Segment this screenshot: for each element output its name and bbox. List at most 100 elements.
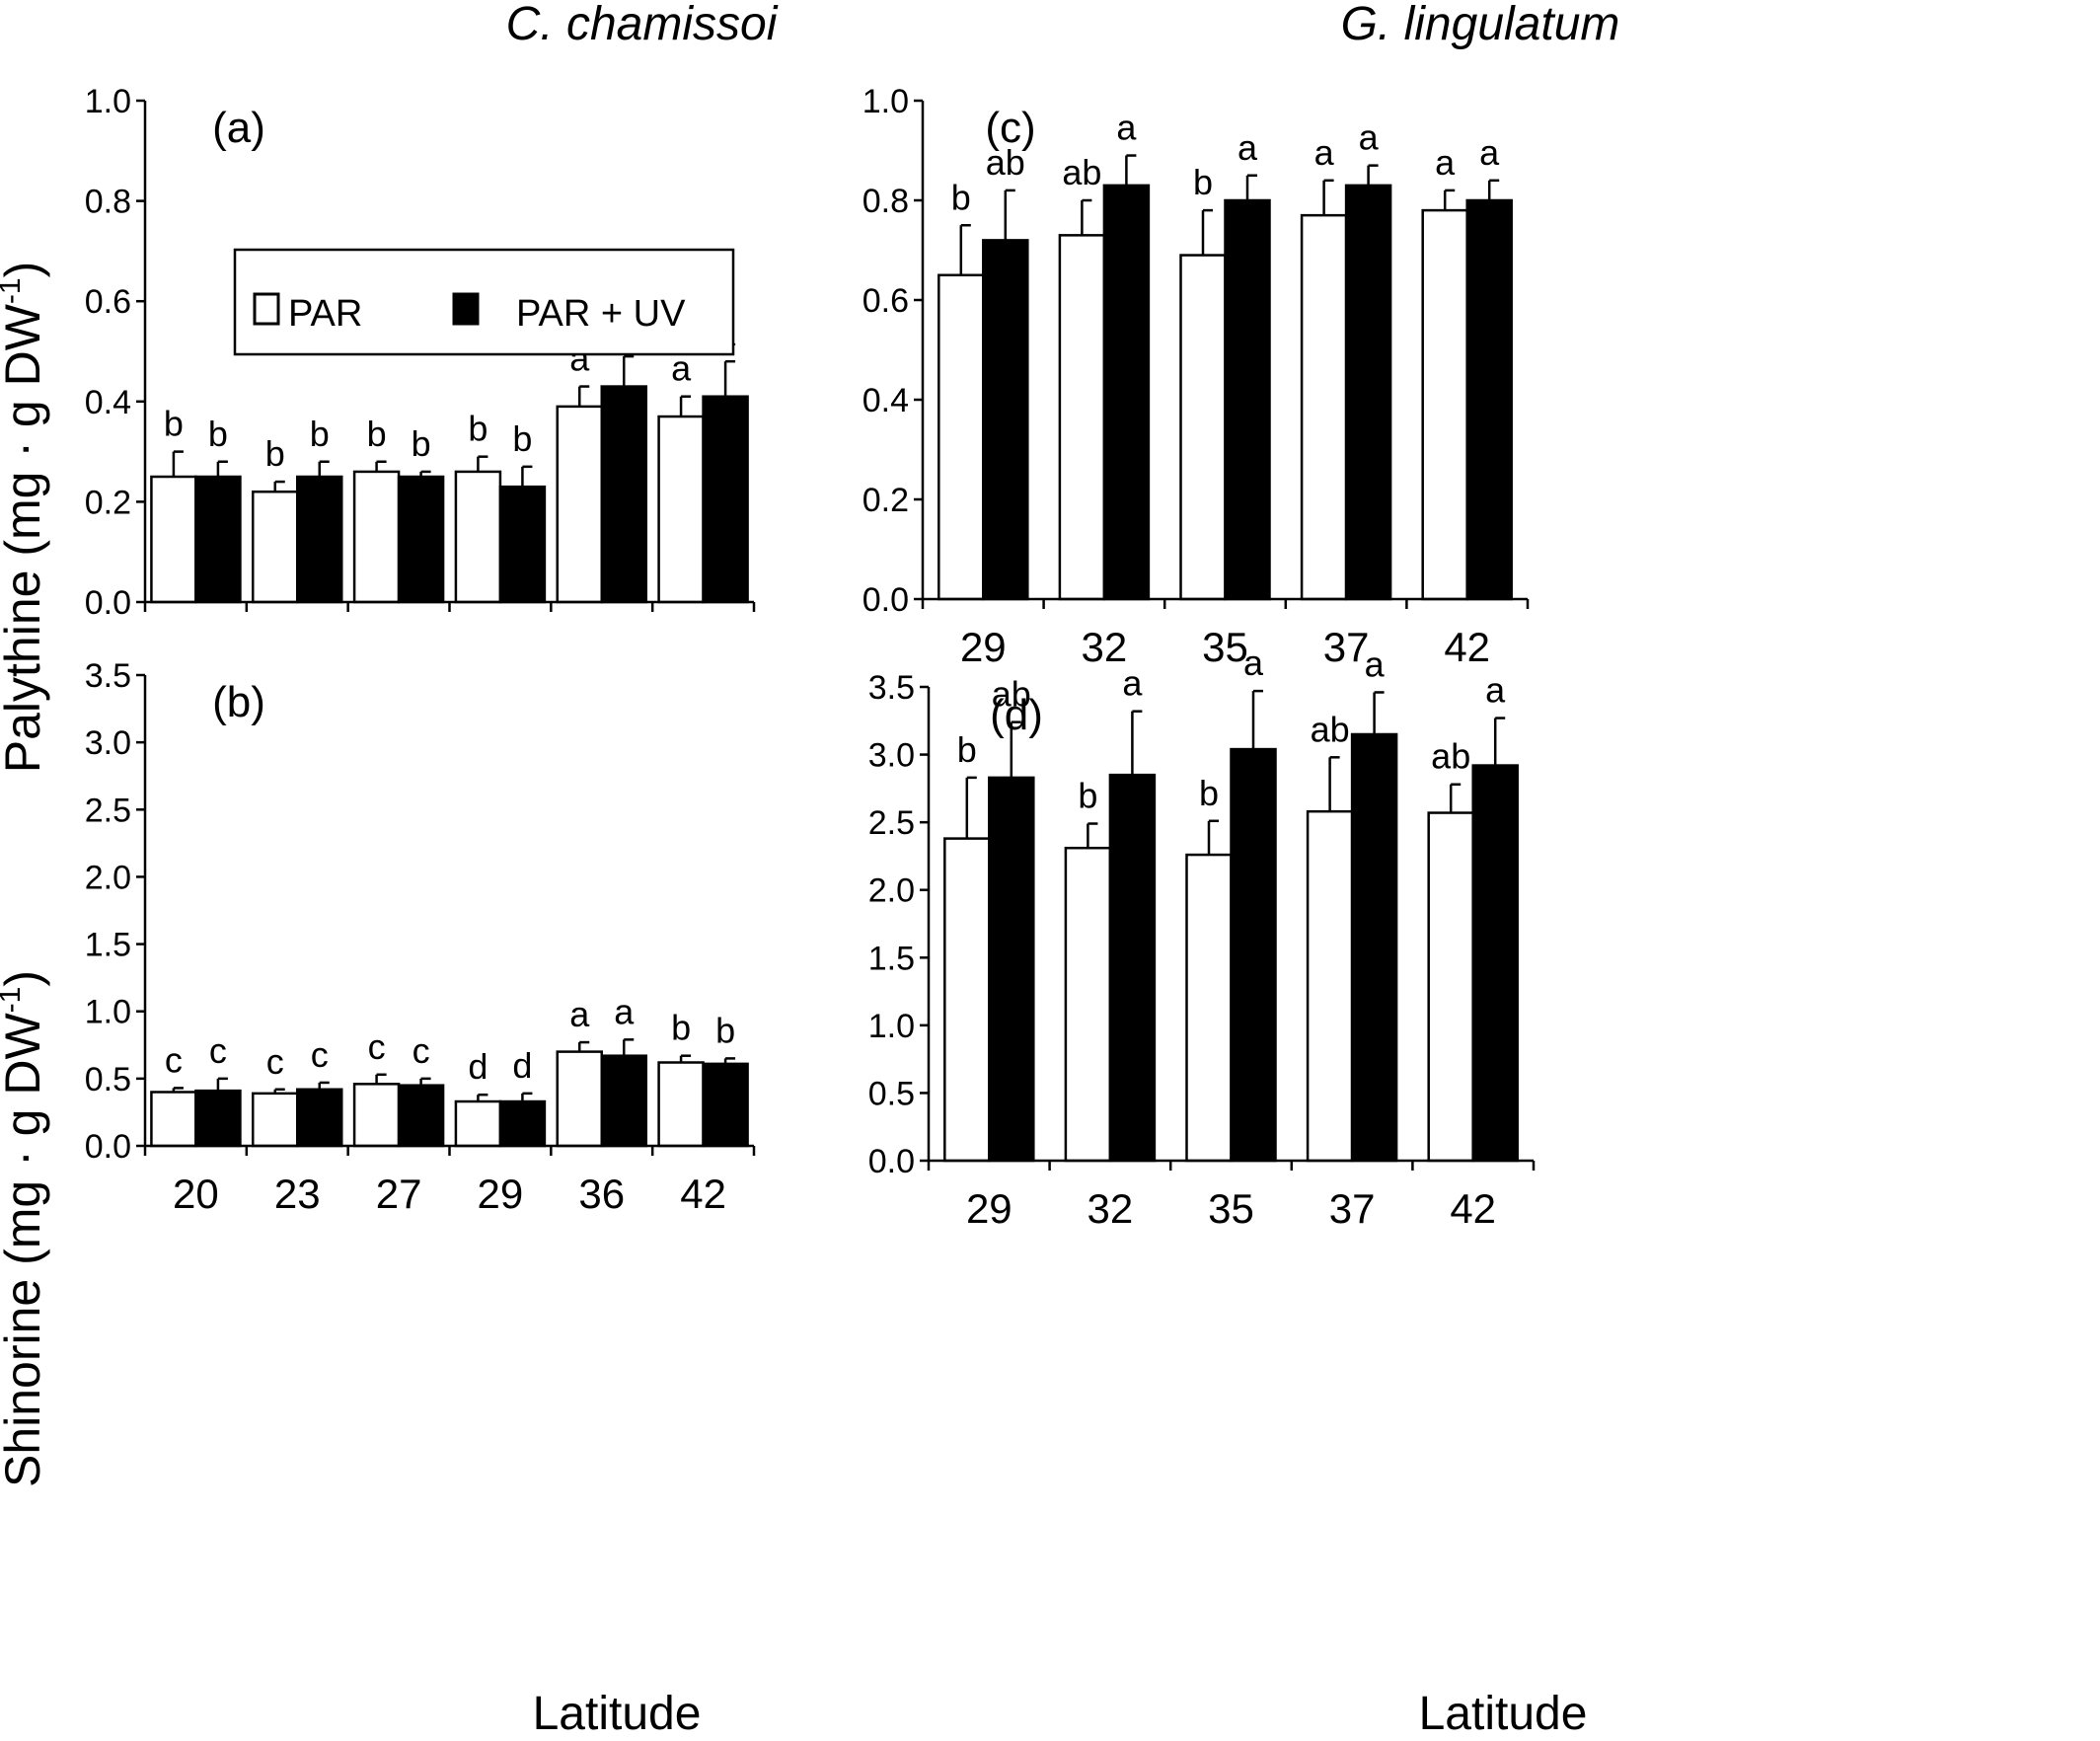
panel-label: (d) (990, 691, 1043, 739)
y-tick-label: 0.8 (85, 184, 131, 221)
x-tick-label: 35 (1202, 624, 1248, 670)
significance-letter: a (1116, 108, 1137, 148)
y-title-top: Palythine (mg · g DW-1) (0, 262, 50, 773)
bar-par (556, 405, 603, 604)
bar-par (150, 1091, 197, 1148)
y-tick-label: 2.5 (868, 804, 915, 842)
bar-par-uv (194, 475, 242, 604)
x-tick-label: 23 (274, 1171, 321, 1217)
y-tick-label: 1.0 (868, 1008, 915, 1045)
significance-letter: ab (992, 674, 1031, 715)
x-tick-label: 37 (1323, 624, 1370, 670)
y-title-bottom-close: ) (0, 970, 50, 987)
bar-par (352, 1083, 401, 1148)
significance-letter: a (1238, 127, 1258, 168)
legend-frame (233, 248, 735, 356)
significance-letter: b (367, 414, 387, 454)
y-tick-label: 0.0 (868, 1143, 915, 1180)
bar-par (938, 273, 985, 601)
panel-label: (b) (212, 678, 265, 726)
legend-label-par-uv: PAR + UV (516, 293, 686, 335)
bar-par-uv (982, 239, 1029, 601)
bar-par-uv (397, 475, 445, 604)
bar-par-uv (600, 1054, 647, 1148)
legend-swatch-par-uv (452, 292, 480, 326)
significance-letter: d (468, 1046, 488, 1087)
panel-d: (d)0.00.51.01.52.02.53.03.5bab29ba32ba35… (868, 643, 1536, 1232)
bar-par (1427, 811, 1474, 1163)
x-tick-label: 20 (173, 1171, 219, 1217)
legend: PAR PAR + UV (233, 248, 735, 356)
y-tick-label: 1.5 (85, 927, 131, 964)
bar-par (252, 1092, 299, 1148)
bar-par-uv (1344, 184, 1392, 601)
bar-par-uv (1230, 747, 1277, 1163)
significance-letter: c (266, 1041, 284, 1082)
significance-letter: a (1314, 132, 1335, 173)
bar-par-uv (194, 1089, 242, 1148)
significance-letter: b (265, 433, 285, 474)
y-tick-label: 0.5 (868, 1075, 915, 1112)
bar-par-uv (1465, 198, 1513, 601)
x-tick-label: 29 (478, 1171, 524, 1217)
y-tick-label: 0.6 (85, 283, 131, 321)
bar-par (352, 470, 401, 604)
significance-letter: a (671, 348, 692, 389)
y-tick-label: 2.0 (85, 859, 131, 896)
y-tick-label: 0.2 (862, 482, 909, 519)
x-tick-label: 29 (966, 1185, 1012, 1232)
bar-par (252, 490, 299, 604)
y-tick-label: 0.4 (862, 382, 909, 419)
bar-par-uv (498, 485, 547, 604)
y-title-bottom: Shinorine (mg · g DW-1) (0, 970, 50, 1487)
bar-par (657, 1061, 705, 1148)
legend-label-par: PAR (288, 293, 362, 335)
x-tick-label: 27 (376, 1171, 422, 1217)
x-tick-label: 36 (578, 1171, 625, 1217)
y-tick-label: 0.5 (85, 1061, 131, 1098)
x-tick-label: 35 (1208, 1185, 1254, 1232)
significance-letter: a (1122, 663, 1143, 704)
y-title-top-close: ) (0, 262, 50, 278)
significance-letter: b (512, 418, 532, 459)
x-tick-label: 37 (1329, 1185, 1376, 1232)
significance-letter: ab (1062, 152, 1101, 192)
y-tick-label: 3.5 (85, 657, 131, 695)
significance-letter: c (412, 1030, 430, 1071)
significance-letter: b (671, 1008, 691, 1048)
y-title-top-sup: -1 (0, 277, 27, 304)
y-title-bottom-base: Shinorine (mg · g DW (0, 1013, 50, 1487)
x-title-right: Latitude (1419, 1688, 1588, 1740)
bar-par (454, 1099, 502, 1148)
bar-par (1064, 846, 1112, 1163)
bar-par-uv (1350, 732, 1398, 1163)
x-tick-label: 42 (680, 1171, 726, 1217)
significance-letter: ab (1431, 736, 1470, 777)
bar-par (454, 470, 502, 604)
significance-letter: a (614, 991, 635, 1031)
y-tick-label: 0.8 (862, 183, 909, 220)
bar-par (150, 475, 197, 604)
significance-letter: b (957, 729, 977, 770)
significance-letter: a (1359, 117, 1380, 158)
significance-letter: c (165, 1039, 183, 1080)
y-tick-label: 0.6 (862, 282, 909, 320)
significance-letter: b (1193, 162, 1213, 202)
y-title-bottom-sup: -1 (0, 987, 27, 1014)
bar-par-uv (296, 475, 343, 604)
significance-letter: c (209, 1030, 227, 1071)
species-title-right: G. lingulatum (1341, 0, 1620, 50)
x-tick-label: 42 (1444, 624, 1490, 670)
bar-par-uv (1471, 764, 1519, 1163)
bar-par-uv (702, 395, 749, 604)
significance-letter: a (1435, 142, 1456, 183)
significance-letter: b (310, 414, 330, 454)
x-tick-label: 42 (1450, 1185, 1496, 1232)
significance-letter: d (512, 1045, 532, 1086)
panel-label: (a) (212, 104, 265, 152)
significance-letter: a (1485, 670, 1506, 711)
x-tick-label: 32 (1082, 624, 1128, 670)
significance-letter: b (412, 423, 431, 464)
significance-letter: ab (1311, 709, 1350, 749)
